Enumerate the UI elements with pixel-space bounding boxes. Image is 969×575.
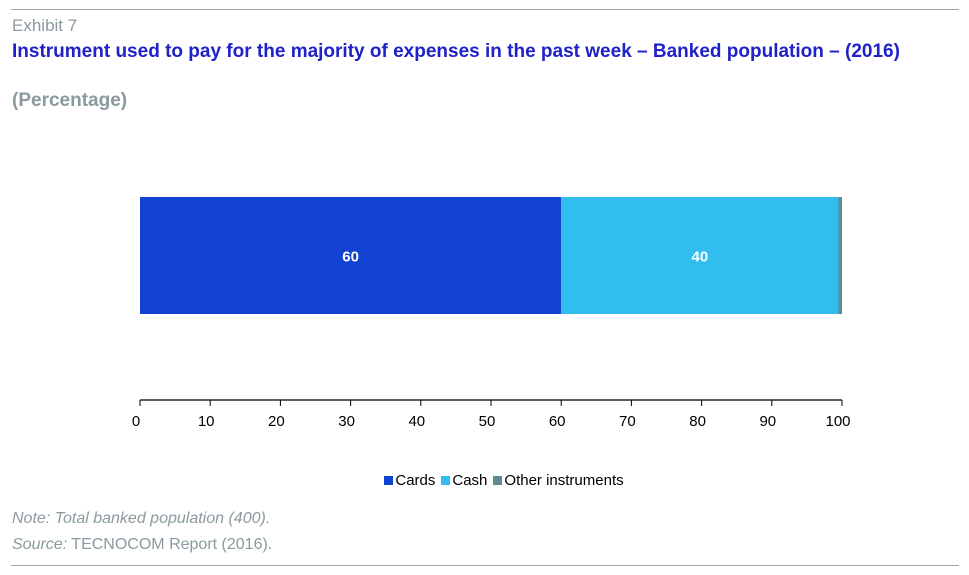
- legend-label-cards: Cards: [395, 472, 436, 489]
- top-rule: [11, 9, 959, 10]
- x-tick-label-20: 20: [268, 413, 285, 430]
- legend-label-other-instruments: Other instruments: [504, 472, 624, 489]
- legend-label-cash: Cash: [452, 472, 488, 489]
- bar-segment-other-instruments: [838, 197, 842, 314]
- legend-swatch-cards: [384, 476, 394, 485]
- note-text: Note: Total banked population (400).: [12, 510, 271, 527]
- x-tick-label-80: 80: [689, 413, 706, 430]
- legend-item-cash: Cash: [441, 472, 487, 489]
- source-value: TECNOCOM Report (2016).: [67, 536, 273, 553]
- legend-item-other-instruments: Other instruments: [493, 472, 624, 489]
- x-tick-label-40: 40: [408, 413, 425, 430]
- legend-swatch-other-instruments: [493, 476, 503, 485]
- source-label: Source:: [12, 536, 68, 553]
- legend-swatch-cash: [441, 476, 451, 485]
- x-tick-label-60: 60: [549, 413, 566, 430]
- exhibit-label: Exhibit 7: [12, 16, 78, 35]
- legend: Cards Cash Other instruments: [0, 472, 969, 489]
- x-tick-label-100: 100: [825, 413, 850, 430]
- data-label-cash: 40: [692, 249, 709, 266]
- data-label-cards: 60: [342, 249, 359, 266]
- x-tick-label-90: 90: [759, 413, 776, 430]
- x-tick-label-0: 0: [132, 413, 140, 430]
- source-text: Source: TECNOCOM Report (2016).: [12, 536, 272, 554]
- bar-segment-cash: [561, 197, 839, 314]
- x-tick-label-70: 70: [619, 413, 636, 430]
- x-tick-label-10: 10: [198, 413, 215, 430]
- x-tick-label-50: 50: [479, 413, 496, 430]
- legend-item-cards: Cards: [384, 472, 435, 489]
- chart-subtitle: (Percentage): [12, 90, 128, 111]
- x-tick-label-30: 30: [338, 413, 355, 430]
- chart-title: Instrument used to pay for the majority …: [12, 41, 900, 62]
- bar-segment-cards: [140, 197, 562, 314]
- bottom-rule: [11, 565, 959, 566]
- stacked-bar-chart: 60 40 0 10 20 30 40 50 60 70 80 90 100: [132, 197, 851, 430]
